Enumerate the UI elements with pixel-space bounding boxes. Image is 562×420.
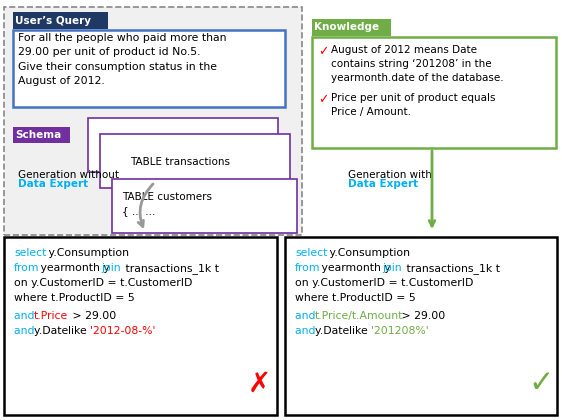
Text: ...: ... [169,141,181,153]
Text: and: and [295,311,319,321]
Text: transactions_1k t: transactions_1k t [122,263,219,274]
Text: '2012-08-%': '2012-08-%' [90,326,155,336]
Text: '201208%': '201208%' [371,326,429,336]
Bar [88,118,278,172]
Bar [13,12,108,29]
Text: join: join [382,263,402,273]
Text: select: select [14,248,47,258]
Text: where t.ProductID = 5: where t.ProductID = 5 [295,293,416,303]
Bar [100,134,290,188]
Text: select: select [295,248,328,258]
Bar [13,30,285,107]
Text: > 29.00: > 29.00 [398,311,445,321]
Text: y.Date: y.Date [315,326,353,336]
Text: t.Price/t.Amount: t.Price/t.Amount [315,311,404,321]
Text: Generation with: Generation with [348,170,432,180]
Text: User’s Query: User’s Query [15,16,91,26]
Text: from: from [14,263,39,273]
Bar [4,237,277,415]
Text: Generation without: Generation without [18,170,119,180]
Text: Data Expert: Data Expert [18,179,88,189]
Text: ✓: ✓ [318,93,329,106]
Text: ✗: ✗ [248,370,271,398]
Text: TABLE transactions: TABLE transactions [130,157,230,167]
Text: join: join [101,263,121,273]
Text: and: and [14,326,38,336]
Bar [13,127,70,143]
Text: from: from [295,263,320,273]
Text: Data Expert: Data Expert [348,179,418,189]
Text: ✓: ✓ [318,45,329,58]
Bar [112,179,297,233]
Text: { ... ...: { ... ... [122,206,155,216]
Text: y.Consumption: y.Consumption [326,248,410,258]
Text: ✓: ✓ [528,369,554,398]
Bar [312,37,556,148]
Text: t.Price: t.Price [34,311,68,321]
Text: and: and [295,326,319,336]
Bar [4,7,302,235]
Text: y.Date: y.Date [34,326,72,336]
Text: yearmonth y: yearmonth y [37,263,114,273]
Text: on y.CustomerID = t.CustomerID: on y.CustomerID = t.CustomerID [14,278,192,288]
Text: like: like [349,326,371,336]
Text: and: and [14,311,38,321]
Text: August of 2012 means Date
contains string ‘201208’ in the
yearmonth.date of the : August of 2012 means Date contains strin… [331,45,504,83]
Text: For all the people who paid more than
29.00 per unit of product id No.5.
Give th: For all the people who paid more than 29… [18,33,226,86]
Text: where t.ProductID = 5: where t.ProductID = 5 [14,293,135,303]
Bar [312,19,391,36]
Text: y.Consumption: y.Consumption [45,248,129,258]
Text: > 29.00: > 29.00 [69,311,116,321]
Text: TABLE customers: TABLE customers [122,192,212,202]
Text: transactions_1k t: transactions_1k t [403,263,500,274]
Text: Schema: Schema [15,130,61,140]
Text: like: like [68,326,90,336]
Text: on y.CustomerID = t.CustomerID: on y.CustomerID = t.CustomerID [295,278,473,288]
Text: yearmonth y: yearmonth y [318,263,395,273]
Bar [285,237,557,415]
Text: Price per unit of product equals
Price / Amount.: Price per unit of product equals Price /… [331,93,496,117]
Text: Knowledge: Knowledge [314,23,379,32]
